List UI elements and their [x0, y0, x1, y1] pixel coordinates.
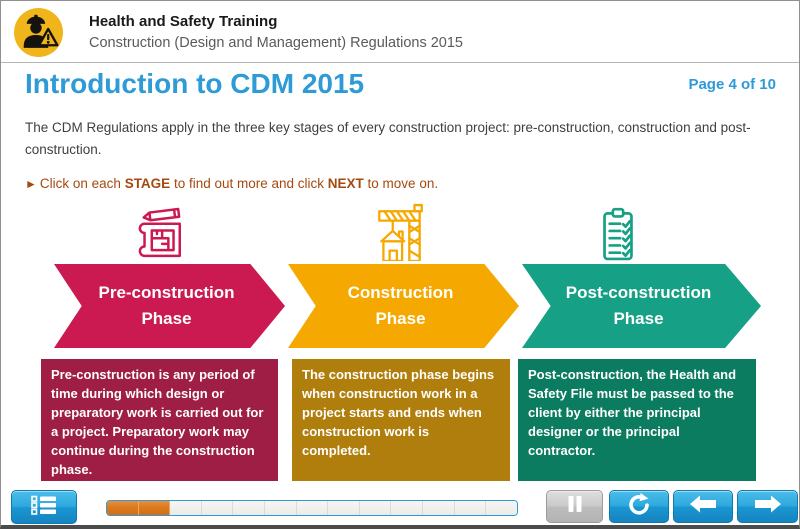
crane-icon	[371, 203, 429, 263]
stage-arrow-construction[interactable]: Construction Phase	[288, 264, 519, 348]
list-menu-icon	[31, 495, 57, 520]
instruction-bold-stage: STAGE	[124, 176, 171, 191]
stage-description-post-construction: Post-construction, the Health and Safety…	[518, 359, 756, 481]
next-arrow-icon	[754, 495, 781, 518]
construction-worker-warning-icon	[14, 8, 63, 57]
replay-icon	[627, 492, 651, 521]
stage-label: Pre-construction	[98, 283, 235, 302]
progress-segment[interactable]	[201, 501, 234, 515]
back-arrow-icon	[690, 495, 716, 518]
page-title: Introduction to CDM 2015	[25, 68, 365, 99]
course-title: Health and Safety Training	[89, 13, 278, 30]
next-button[interactable]	[737, 490, 798, 523]
progress-segment[interactable]	[454, 501, 487, 515]
instruction-bullet-icon: ►	[25, 177, 37, 191]
stage-description-construction: The construction phase begins when const…	[292, 359, 510, 481]
instruction-text: to find out more and click	[170, 176, 328, 191]
stage-arrow-pre-construction[interactable]: Pre-construction Phase	[54, 264, 285, 348]
stage-label: Post-construction	[565, 283, 712, 302]
stage-arrow-post-construction[interactable]: Post-construction Phase	[522, 264, 761, 348]
progress-segment[interactable]	[138, 501, 171, 515]
stage-label: Construction	[347, 283, 454, 302]
header-divider	[1, 62, 799, 63]
instruction-line: ► Click on each STAGE to find out more an…	[25, 176, 438, 191]
page-indicator: Page 4 of 10	[688, 76, 776, 93]
stage-label: Phase	[613, 309, 664, 328]
intro-paragraph: The CDM Regulations apply in the three k…	[25, 120, 751, 157]
instruction-text: to move on.	[363, 176, 439, 191]
stage-label: Phase	[375, 309, 426, 328]
pause-button[interactable]	[546, 490, 603, 523]
progress-segment[interactable]	[486, 501, 517, 515]
stage-description-pre-construction: Pre-construction is any period of time d…	[41, 359, 278, 481]
stage-label: Phase	[141, 309, 192, 328]
pause-icon	[567, 496, 583, 517]
instruction-bold-next: NEXT	[327, 176, 364, 191]
course-subtitle: Construction (Design and Management) Reg…	[89, 35, 463, 51]
progress-segment[interactable]	[296, 501, 329, 515]
back-button[interactable]	[673, 490, 733, 523]
instruction-text: Click on each	[39, 176, 125, 191]
progress-segment[interactable]	[328, 501, 360, 515]
menu-button[interactable]	[11, 490, 77, 524]
checklist-clipboard-icon	[589, 203, 647, 261]
blueprint-pencil-icon	[129, 203, 187, 261]
progress-segment[interactable]	[170, 501, 202, 515]
progress-segment[interactable]	[107, 501, 139, 515]
progress-segment[interactable]	[265, 501, 297, 515]
progress-segment[interactable]	[359, 501, 392, 515]
progress-segment[interactable]	[423, 501, 455, 515]
progress-segment[interactable]	[233, 501, 266, 515]
progress-bar[interactable]	[106, 500, 518, 516]
replay-button[interactable]	[609, 490, 669, 523]
progress-segment[interactable]	[391, 501, 424, 515]
